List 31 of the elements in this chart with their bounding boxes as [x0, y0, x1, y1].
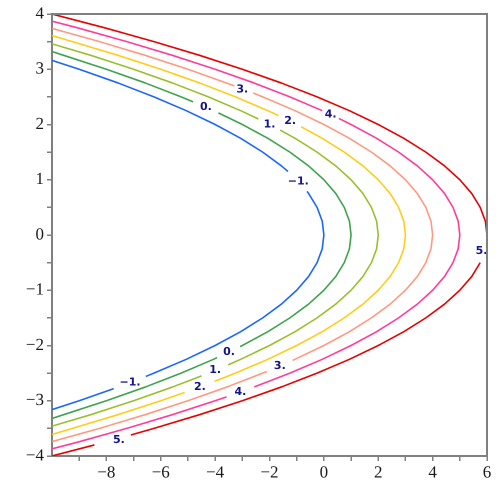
text: 3.	[274, 358, 286, 372]
y-tick-label: −1	[26, 280, 44, 299]
x-tick-label: −4	[206, 462, 225, 482]
x-tick-label: −2	[260, 462, 279, 482]
y-tick-label: 3	[36, 58, 44, 78]
series-label: 5.	[476, 244, 488, 257]
series-label: 2.	[284, 114, 296, 128]
y-tick-label: −2	[26, 334, 44, 354]
series-label: 1.	[264, 117, 276, 130]
y-tick-label: −4	[26, 445, 44, 464]
series-label: −1.	[288, 174, 309, 188]
y-tick-label: 0	[36, 224, 44, 244]
x-tick-label: −8	[97, 462, 116, 482]
text: 0.	[200, 100, 212, 114]
text: 5.	[112, 432, 125, 446]
text: −1.	[119, 375, 141, 388]
y-tick-label: 2	[36, 114, 44, 133]
text: 4.	[234, 384, 246, 398]
series-label: 4.	[324, 107, 337, 120]
y-tick-label: 4	[36, 3, 44, 22]
series-label: 3.	[236, 82, 248, 96]
x-tick-label: 0	[320, 462, 328, 482]
x-tick-label: 6	[482, 462, 492, 482]
text: 2.	[194, 380, 206, 393]
series-label: 0.	[223, 344, 235, 358]
x-tick-label: −6	[152, 462, 170, 482]
x-tick-label: 2	[374, 462, 382, 482]
y-tick-label: −3	[26, 390, 44, 410]
text: 1.	[209, 363, 222, 376]
x-tick-label: 4	[428, 462, 438, 482]
y-tick-label: 1	[36, 169, 44, 188]
